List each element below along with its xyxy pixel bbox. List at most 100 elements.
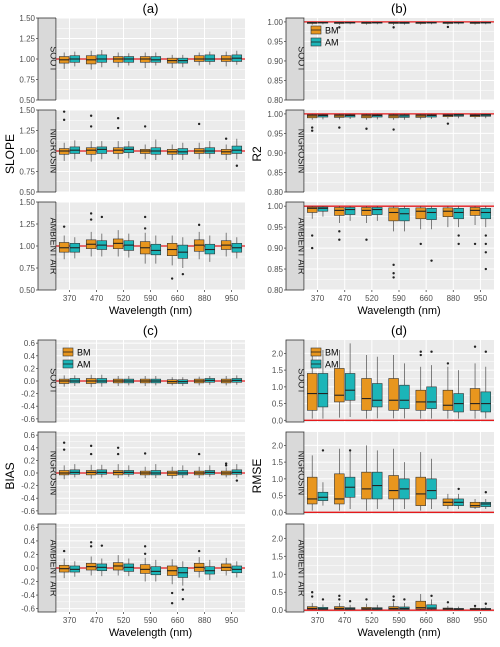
- box-am-660: [426, 350, 437, 419]
- box-am-660: [177, 54, 189, 68]
- outlier-point: [89, 545, 93, 548]
- x-tick-label: 950: [225, 294, 239, 303]
- box-bm-370: [306, 113, 318, 132]
- box-am-950: [480, 602, 491, 610]
- box-iqr: [388, 378, 399, 411]
- box-am-590: [399, 598, 410, 610]
- outlier-point: [473, 604, 477, 608]
- box-am-660: [177, 237, 189, 276]
- y-tick-label: 0.95: [267, 129, 283, 138]
- box-bm-470: [85, 374, 97, 388]
- box-am-880: [453, 370, 464, 419]
- outlier-point: [419, 242, 422, 246]
- x-tick-label: 470: [90, 294, 104, 303]
- y-tick-label: 1.25: [19, 35, 35, 44]
- box-iqr: [96, 146, 108, 154]
- facet-soot: SOOT 0.80 0.85 0.90 0.95 1.00 BM AM: [267, 17, 494, 105]
- x-tick-label: 520: [365, 294, 379, 303]
- box-am-370: [69, 561, 81, 577]
- box-am-950: [231, 138, 243, 167]
- outlier-point: [338, 126, 341, 129]
- y-tick-label: 0.85: [267, 76, 283, 85]
- box-iqr: [334, 473, 345, 505]
- y-tick-label: 0.0: [272, 416, 284, 425]
- outlier-point: [100, 544, 104, 547]
- box-bm-470: [85, 212, 97, 257]
- y-axis-title: R2: [250, 146, 264, 162]
- y-tick-label: 0.0: [272, 606, 284, 615]
- box-iqr: [426, 604, 437, 610]
- box-am-470: [344, 21, 356, 25]
- box-bm-950: [220, 557, 232, 576]
- facet-label: NIGROSIN: [49, 451, 59, 496]
- box-iqr: [344, 207, 356, 215]
- box-am-660: [426, 21, 437, 25]
- y-tick-label: 0.90: [267, 57, 283, 66]
- y-tick-label: 0.90: [267, 149, 283, 158]
- outlier-point: [392, 272, 395, 275]
- outlier-point: [170, 591, 174, 595]
- outlier-point: [181, 272, 185, 276]
- box-iqr: [480, 391, 491, 413]
- box-am-950: [231, 375, 243, 385]
- box-am-660: [177, 142, 189, 161]
- box-bm-950: [469, 345, 481, 419]
- box-am-950: [480, 113, 491, 119]
- box-am-470: [344, 113, 356, 119]
- box-am-590: [399, 21, 410, 25]
- box-am-880: [204, 375, 216, 385]
- panel-tag: (b): [391, 1, 407, 16]
- box-am-590: [150, 52, 162, 66]
- box-bm-950: [220, 232, 232, 257]
- outlier-point: [143, 215, 147, 219]
- y-tick-label: 1.00: [267, 202, 283, 211]
- box-am-470: [96, 374, 108, 387]
- outlier-point: [419, 350, 422, 353]
- box-am-470: [344, 449, 356, 509]
- box-bm-660: [415, 206, 426, 246]
- box-am-950: [480, 206, 491, 271]
- x-tick-label: 370: [63, 294, 77, 303]
- box-bm-660: [166, 54, 178, 69]
- facet-ambient-air: AMBIENT AIR 0.80 0.85 0.90 0.95 1.00 370 470 520…: [267, 201, 494, 317]
- box-bm-660: [415, 594, 426, 610]
- facet-label: NIGROSIN: [49, 129, 59, 174]
- outlier-point: [484, 350, 488, 353]
- outlier-point: [197, 549, 201, 553]
- box-iqr: [469, 207, 481, 216]
- facet-ambient-air: AMBIENT AIR -0.6 -0.4 -0.2 0.0 0.2 0.4 0.6 370 47…: [21, 523, 245, 639]
- outlier-point: [181, 597, 185, 601]
- outlier-point: [348, 600, 352, 603]
- box-bm-470: [334, 113, 345, 129]
- box-iqr: [372, 383, 383, 408]
- x-tick-label: 470: [338, 616, 352, 625]
- outlier-point: [62, 448, 66, 451]
- facet-nigrosin: NIGROSIN 0.80 0.85 0.90 0.95 1.00: [267, 109, 494, 197]
- outlier-point: [392, 276, 395, 279]
- outlier-point: [338, 26, 341, 29]
- y-tick-label: 1.50: [19, 198, 35, 207]
- box-bm-520: [361, 21, 372, 25]
- facet-ambient-air: AMBIENT AIR 0.0 0.5 1.0 1.5 2.0 370 470 520 590 66…: [272, 523, 494, 639]
- box-am-880: [453, 206, 464, 246]
- box-iqr: [317, 491, 329, 501]
- box-bm-660: [415, 452, 426, 511]
- box-am-660: [426, 458, 437, 509]
- y-tick-label: 0.0: [24, 469, 36, 478]
- box-bm-880: [442, 601, 454, 610]
- box-am-660: [426, 113, 437, 119]
- outlier-point: [348, 449, 352, 452]
- box-am-660: [177, 465, 189, 479]
- y-tick-label: 0.5: [272, 400, 284, 409]
- outlier-point: [392, 598, 395, 602]
- box-iqr: [306, 206, 318, 213]
- outlier-point: [310, 246, 314, 250]
- panel-1: (a) SOOT 0.50 0.75 1.00 1.25 1.50 NIGROSIN 0.50 0…: [3, 1, 245, 317]
- box-iqr: [150, 243, 162, 256]
- outlier-point: [116, 446, 120, 449]
- box-bm-470: [334, 350, 345, 418]
- y-tick-label: 0.6: [24, 339, 36, 348]
- y-tick-label: 0.75: [19, 168, 35, 177]
- box-am-520: [123, 465, 135, 477]
- y-tick-label: 1.5: [272, 458, 284, 467]
